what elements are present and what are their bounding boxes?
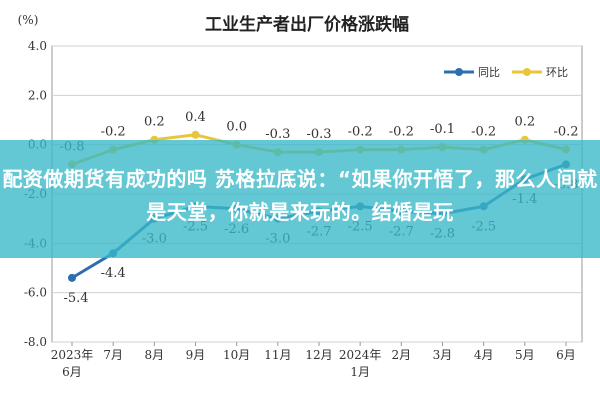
y-tick-label: -6.0 [24, 286, 47, 300]
x-tick-label: 11月 [264, 348, 291, 362]
legend-marker [455, 68, 463, 76]
legend: 同比 环比 [444, 66, 568, 79]
data-label: -0.2 [389, 125, 414, 140]
data-label: 0.2 [144, 115, 165, 130]
data-label: -0.1 [430, 122, 455, 137]
data-label: -0.2 [101, 125, 126, 140]
x-tick-label: 8月 [145, 348, 165, 362]
y-tick-label: -8.0 [24, 335, 47, 349]
data-label: -4.4 [101, 266, 126, 281]
x-tick-label: 7月 [103, 348, 123, 362]
data-label: -0.2 [553, 125, 578, 140]
chart-title: 工业生产者出厂价格涨跌幅 [205, 14, 409, 35]
data-label: -0.2 [348, 125, 373, 140]
x-tick-label: 2024年 [339, 348, 382, 362]
x-tick-label: 2023年 [51, 348, 94, 362]
y-tick-label: 2.0 [28, 88, 47, 102]
data-label: -0.2 [471, 125, 496, 140]
x-tick-label: 1月 [350, 365, 370, 379]
x-tick-label: 4月 [474, 348, 494, 362]
x-tick-label: 5月 [515, 348, 535, 362]
y-axis-unit: (%) [18, 13, 39, 27]
data-label: -0.3 [265, 127, 290, 142]
legend-label: 环比 [546, 66, 568, 79]
data-label: 0.0 [226, 120, 247, 135]
data-label: -0.3 [306, 127, 331, 142]
legend-label: 同比 [478, 66, 500, 79]
x-tick-label: 6月 [556, 348, 576, 362]
x-tick-label: 9月 [186, 348, 206, 362]
data-label: 0.4 [185, 110, 206, 125]
data-label: -5.4 [63, 291, 88, 306]
overlay-banner: 配资做期货有成功的吗 苏格拉底说：“如果你开悟了，那么人间就是天堂，你就是来玩的… [0, 140, 600, 258]
x-tick-label: 3月 [433, 348, 453, 362]
data-point [68, 273, 76, 282]
x-tick-label: 10月 [223, 348, 250, 362]
y-tick-label: 4.0 [28, 39, 47, 53]
x-tick-label: 2月 [392, 348, 412, 362]
x-tick-label: 6月 [62, 365, 82, 379]
overlay-text: 配资做期货有成功的吗 苏格拉底说：“如果你开悟了，那么人间就是天堂，你就是来玩的… [2, 167, 598, 224]
legend-marker [523, 68, 531, 76]
data-label: 0.2 [514, 115, 535, 130]
x-tick-label: 12月 [305, 348, 332, 362]
data-point [191, 130, 200, 139]
